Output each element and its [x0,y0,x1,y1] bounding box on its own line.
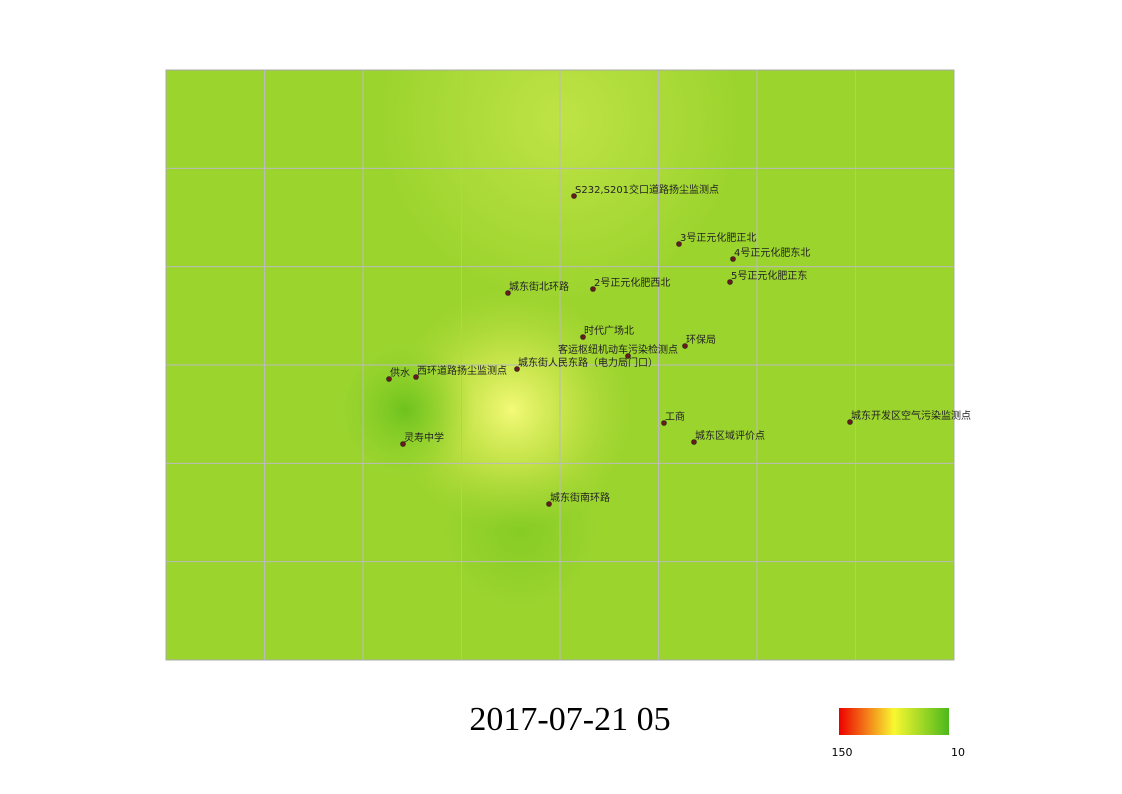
station-label: S232,S201交口道路扬尘监测点 [575,183,719,196]
station-label: 2号正元化肥西北 [594,276,670,289]
map-area [165,69,955,661]
station-marker [386,376,392,382]
legend-bar [839,708,949,735]
timestamp: 2017-07-21 05 [469,701,670,738]
station-label: 城东开发区空气污染监测点 [851,409,971,422]
station-label: 灵寿中学 [404,431,444,444]
station-label: 5号正元化肥正东 [731,269,807,282]
station-label: 城东街人民东路（电力局门口） [518,356,658,369]
station-marker [413,374,419,380]
station-marker [625,353,631,359]
station-marker [661,420,667,426]
station-label: 城东街南环路 [550,491,610,504]
station-marker [691,439,697,445]
station-marker [514,366,520,372]
station-marker [847,419,853,425]
legend-max: 150 [832,746,853,759]
station-marker [505,290,511,296]
station-label: 供水 [390,366,410,379]
station-marker [571,193,577,199]
station-label: 客运枢纽机动车污染检测点 [558,343,678,356]
station-marker [580,334,586,340]
station-label: 环保局 [686,333,716,346]
station-marker [682,343,688,349]
station-marker [400,441,406,447]
legend-min: 10 [951,746,965,759]
station-marker [727,279,733,285]
station-label: 4号正元化肥东北 [734,246,810,259]
station-label: 城东街北环路 [509,280,569,293]
station-marker [730,256,736,262]
station-label: 工商 [665,410,685,423]
station-label: 3号正元化肥正北 [680,231,756,244]
station-marker [546,501,552,507]
station-marker [676,241,682,247]
station-marker [590,286,596,292]
station-label: 时代广场北 [584,324,634,337]
station-label: 西环道路扬尘监测点 [417,364,507,377]
station-label: 城东区域评价点 [695,429,765,442]
